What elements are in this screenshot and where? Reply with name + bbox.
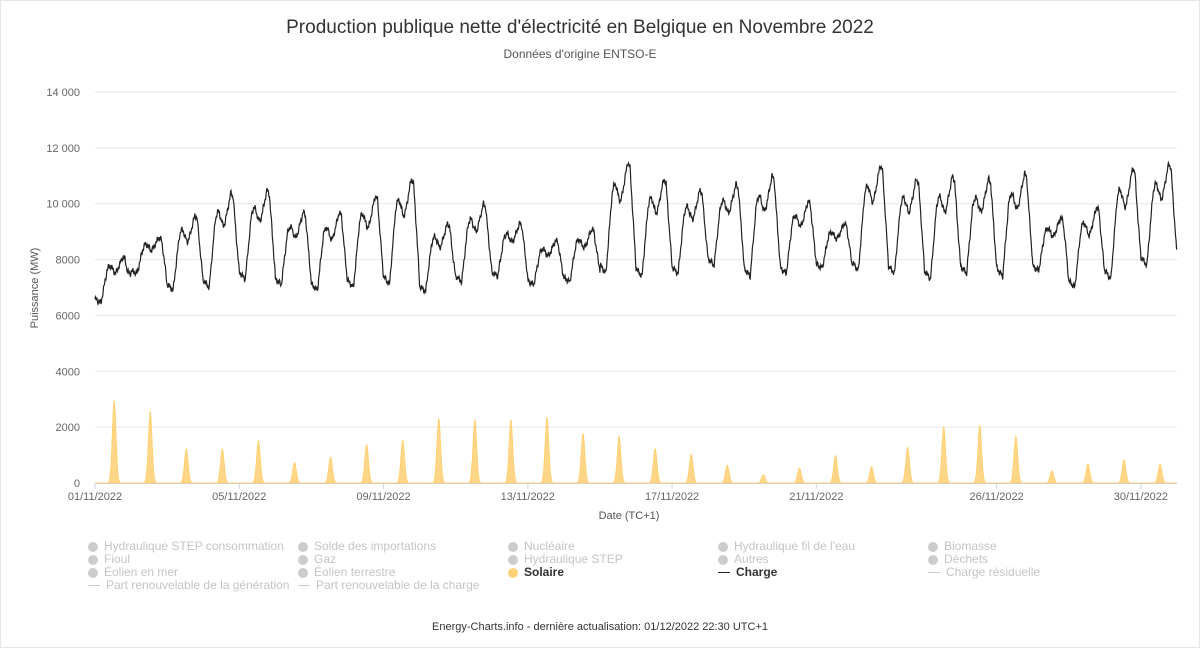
legend-label: Gaz <box>314 552 337 566</box>
legend-label: Part renouvelable de la charge <box>316 578 480 592</box>
legend-label: Nucléaire <box>524 539 575 553</box>
y-tick-label: 8000 <box>56 255 80 267</box>
legend-dot-icon <box>88 554 98 565</box>
load-line <box>94 160 1178 307</box>
footer-credit: Energy-Charts.info - dernière actualisat… <box>432 621 768 633</box>
legend-item[interactable]: Hydraulique fil de l'eau <box>718 540 855 553</box>
legend-item[interactable]: Solde des importations <box>298 540 436 553</box>
legend-line-icon <box>718 572 730 574</box>
y-tick-label: 6000 <box>56 310 80 322</box>
legend-dot-icon <box>298 541 308 552</box>
legend-label: Hydraulique STEP <box>524 552 623 566</box>
legend-label: Déchets <box>944 552 989 566</box>
legend-label: Fioul <box>104 552 131 566</box>
chart-title: Production publique nette d'électricité … <box>286 17 874 38</box>
x-tick-label: 05/11/2022 <box>212 491 266 503</box>
load-series <box>94 160 1178 307</box>
legend-dot-icon <box>88 541 98 552</box>
solar-series <box>95 400 1177 484</box>
x-tick-label: 21/11/2022 <box>789 491 843 503</box>
legend-dot-icon <box>928 541 938 552</box>
y-tick-label: 4000 <box>56 366 80 378</box>
legend-item[interactable]: Part renouvelable de la génération <box>88 579 289 592</box>
x-tick-label: 30/11/2022 <box>1114 491 1168 503</box>
x-axis: 01/11/2022 05/11/2022 09/11/2022 13/11/2022… <box>68 483 1177 503</box>
legend-label: Part renouvelable de la génération <box>106 578 290 592</box>
y-tick-label: 12 000 <box>46 143 80 155</box>
legend-dot-icon <box>508 541 518 552</box>
legend-dot-icon <box>88 567 98 578</box>
legend-label: Charge <box>736 565 778 579</box>
legend-item[interactable]: Hydraulique STEP consommation <box>88 540 284 553</box>
legend-label: Solaire <box>524 565 565 579</box>
legend-label: Hydraulique fil de l'eau <box>734 539 856 553</box>
legend-item[interactable]: Déchets <box>928 553 988 566</box>
legend-item[interactable]: Charge <box>718 566 777 579</box>
y-tick-label: 0 <box>74 478 80 490</box>
legend-dot-icon <box>508 567 518 578</box>
legend-item[interactable]: Fioul <box>88 553 130 566</box>
legend-item[interactable]: Nucléaire <box>508 540 575 553</box>
legend-label: Hydraulique STEP consommation <box>104 539 284 553</box>
y-axis-label: Puissance (MW) <box>29 248 41 329</box>
legend-item[interactable]: Part renouvelable de la charge <box>298 579 479 592</box>
y-axis: 0 2000 4000 6000 8000 10 000 12 000 14 000 <box>46 87 80 490</box>
x-tick-label: 26/11/2022 <box>970 491 1024 503</box>
x-axis-label: Date (TC+1) <box>599 510 660 522</box>
legend-item[interactable]: Éolien en mer <box>88 566 178 579</box>
legend-line-icon <box>928 572 940 574</box>
grid-lines <box>95 91 1177 484</box>
x-tick-label: 09/11/2022 <box>356 491 410 503</box>
legend-item[interactable]: Éolien terrestre <box>298 566 395 579</box>
legend-item[interactable]: Hydraulique STEP <box>508 553 623 566</box>
legend-label: Autres <box>734 552 769 566</box>
legend-line-icon <box>298 585 310 587</box>
legend-item[interactable]: Solaire <box>508 566 564 579</box>
legend-item[interactable]: Gaz <box>298 553 336 566</box>
legend-label: Charge résiduelle <box>946 565 1041 579</box>
y-tick-label: 10 000 <box>46 199 80 211</box>
legend-dot-icon <box>508 554 518 565</box>
legend-item[interactable]: Autres <box>718 553 769 566</box>
legend-line-icon <box>88 585 100 587</box>
y-tick-label: 2000 <box>56 422 80 434</box>
legend-label: Solde des importations <box>314 539 437 553</box>
solar-area <box>95 400 1177 484</box>
x-tick-label: 01/11/2022 <box>68 491 122 503</box>
legend-item[interactable]: Biomasse <box>928 540 997 553</box>
chart-subtitle: Données d'origine ENTSO-E <box>503 47 657 61</box>
legend-label: Biomasse <box>944 539 997 553</box>
x-tick-label: 17/11/2022 <box>645 491 699 503</box>
legend-dot-icon <box>298 567 308 578</box>
legend-label: Éolien en mer <box>104 565 179 579</box>
legend-dot-icon <box>718 541 728 552</box>
y-tick-label: 14 000 <box>46 87 80 99</box>
legend-dot-icon <box>718 554 728 565</box>
legend-label: Éolien terrestre <box>314 565 396 579</box>
legend-item[interactable]: Charge résiduelle <box>928 566 1040 579</box>
x-tick-label: 13/11/2022 <box>501 491 555 503</box>
legend-dot-icon <box>298 554 308 565</box>
legend-dot-icon <box>928 554 938 565</box>
